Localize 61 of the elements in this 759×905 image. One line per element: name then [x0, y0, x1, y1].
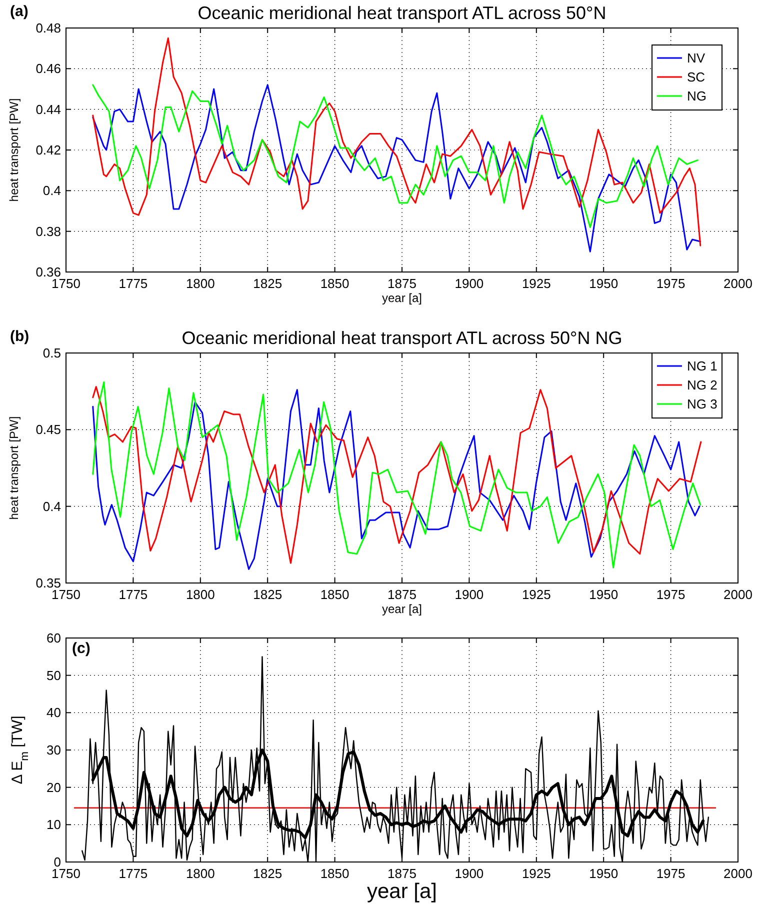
y-axis-title: heat transport [PW]	[7, 416, 21, 520]
y-tick-label: 60	[46, 630, 61, 646]
x-tick-label: 1825	[253, 587, 282, 602]
chart-title: Oceanic meridional heat transport ATL across 50°N NG	[182, 328, 622, 348]
y-tick-label: 0.38	[36, 224, 61, 239]
x-tick-label: 1850	[320, 587, 350, 602]
chart-title: Oceanic meridional heat transport ATL across 50°N	[198, 3, 606, 23]
legend-label: NV	[687, 50, 706, 66]
x-axis-title: year [a]	[382, 602, 422, 616]
x-tick-label: 1800	[186, 587, 215, 602]
y-tick-label: 50	[46, 668, 61, 683]
x-tick-label: 1875	[388, 587, 416, 602]
y-tick-label: 0.44	[36, 102, 61, 117]
y-tick-label: 30	[46, 742, 61, 758]
text: (b)	[10, 328, 30, 345]
annotation: (c)	[72, 640, 90, 657]
legend-label: NG 1	[687, 358, 718, 374]
y-tick-label: 0.45	[36, 422, 61, 438]
x-tick-label: 1800	[186, 276, 215, 291]
legend-label: NG 2	[687, 378, 718, 393]
x-tick-label: 2000	[724, 587, 752, 602]
y-tick-label: 0.48	[36, 20, 61, 36]
x-tick-label: 1925	[522, 866, 551, 881]
y-tick-label: 0.42	[36, 142, 61, 158]
x-tick-label: 1925	[522, 587, 551, 602]
legend-label: NG 3	[687, 396, 718, 412]
y-tick-label: 0.46	[36, 61, 61, 76]
y-tick-label: 10	[46, 817, 61, 832]
x-tick-label: 1875	[388, 276, 416, 291]
x-tick-label: 1975	[656, 587, 686, 602]
y-axis-title: heat transport [PW]	[7, 98, 21, 202]
x-tick-label: 1775	[118, 866, 148, 881]
x-tick-label: 2000	[724, 276, 752, 291]
legend-label: NG	[687, 88, 706, 104]
x-tick-label: 1775	[118, 276, 148, 291]
x-axis-title: year [a]	[366, 880, 438, 903]
x-tick-label: 1875	[388, 866, 416, 881]
x-axis-title: year [a]	[382, 291, 422, 305]
y-tick-label: 0.4	[42, 183, 61, 198]
x-tick-label: 1975	[656, 276, 686, 291]
x-tick-label: 1950	[589, 587, 618, 602]
text: (a)	[10, 3, 28, 20]
x-tick-label: 1925	[522, 276, 551, 291]
x-tick-label: 1850	[320, 866, 350, 881]
y-tick-label: 20	[46, 780, 61, 795]
x-tick-label: 1950	[589, 276, 618, 291]
x-tick-label: 1900	[454, 866, 484, 881]
x-tick-label: 1850	[320, 276, 350, 291]
x-tick-label: 1800	[186, 866, 215, 881]
legend-label: SC	[687, 70, 706, 85]
x-tick-label: 1900	[454, 587, 484, 602]
x-tick-label: 1775	[118, 587, 148, 602]
y-tick-label: 0.4	[42, 498, 61, 514]
x-tick-label: 1975	[656, 866, 686, 881]
x-tick-label: 2000	[724, 866, 752, 881]
x-tick-label: 1825	[253, 866, 282, 881]
x-tick-label: 1950	[589, 866, 618, 881]
y-tick-label: 40	[46, 705, 61, 720]
x-tick-label: 1900	[454, 276, 484, 291]
x-tick-label: 1825	[253, 276, 282, 291]
y-tick-label: 0.5	[42, 346, 61, 361]
